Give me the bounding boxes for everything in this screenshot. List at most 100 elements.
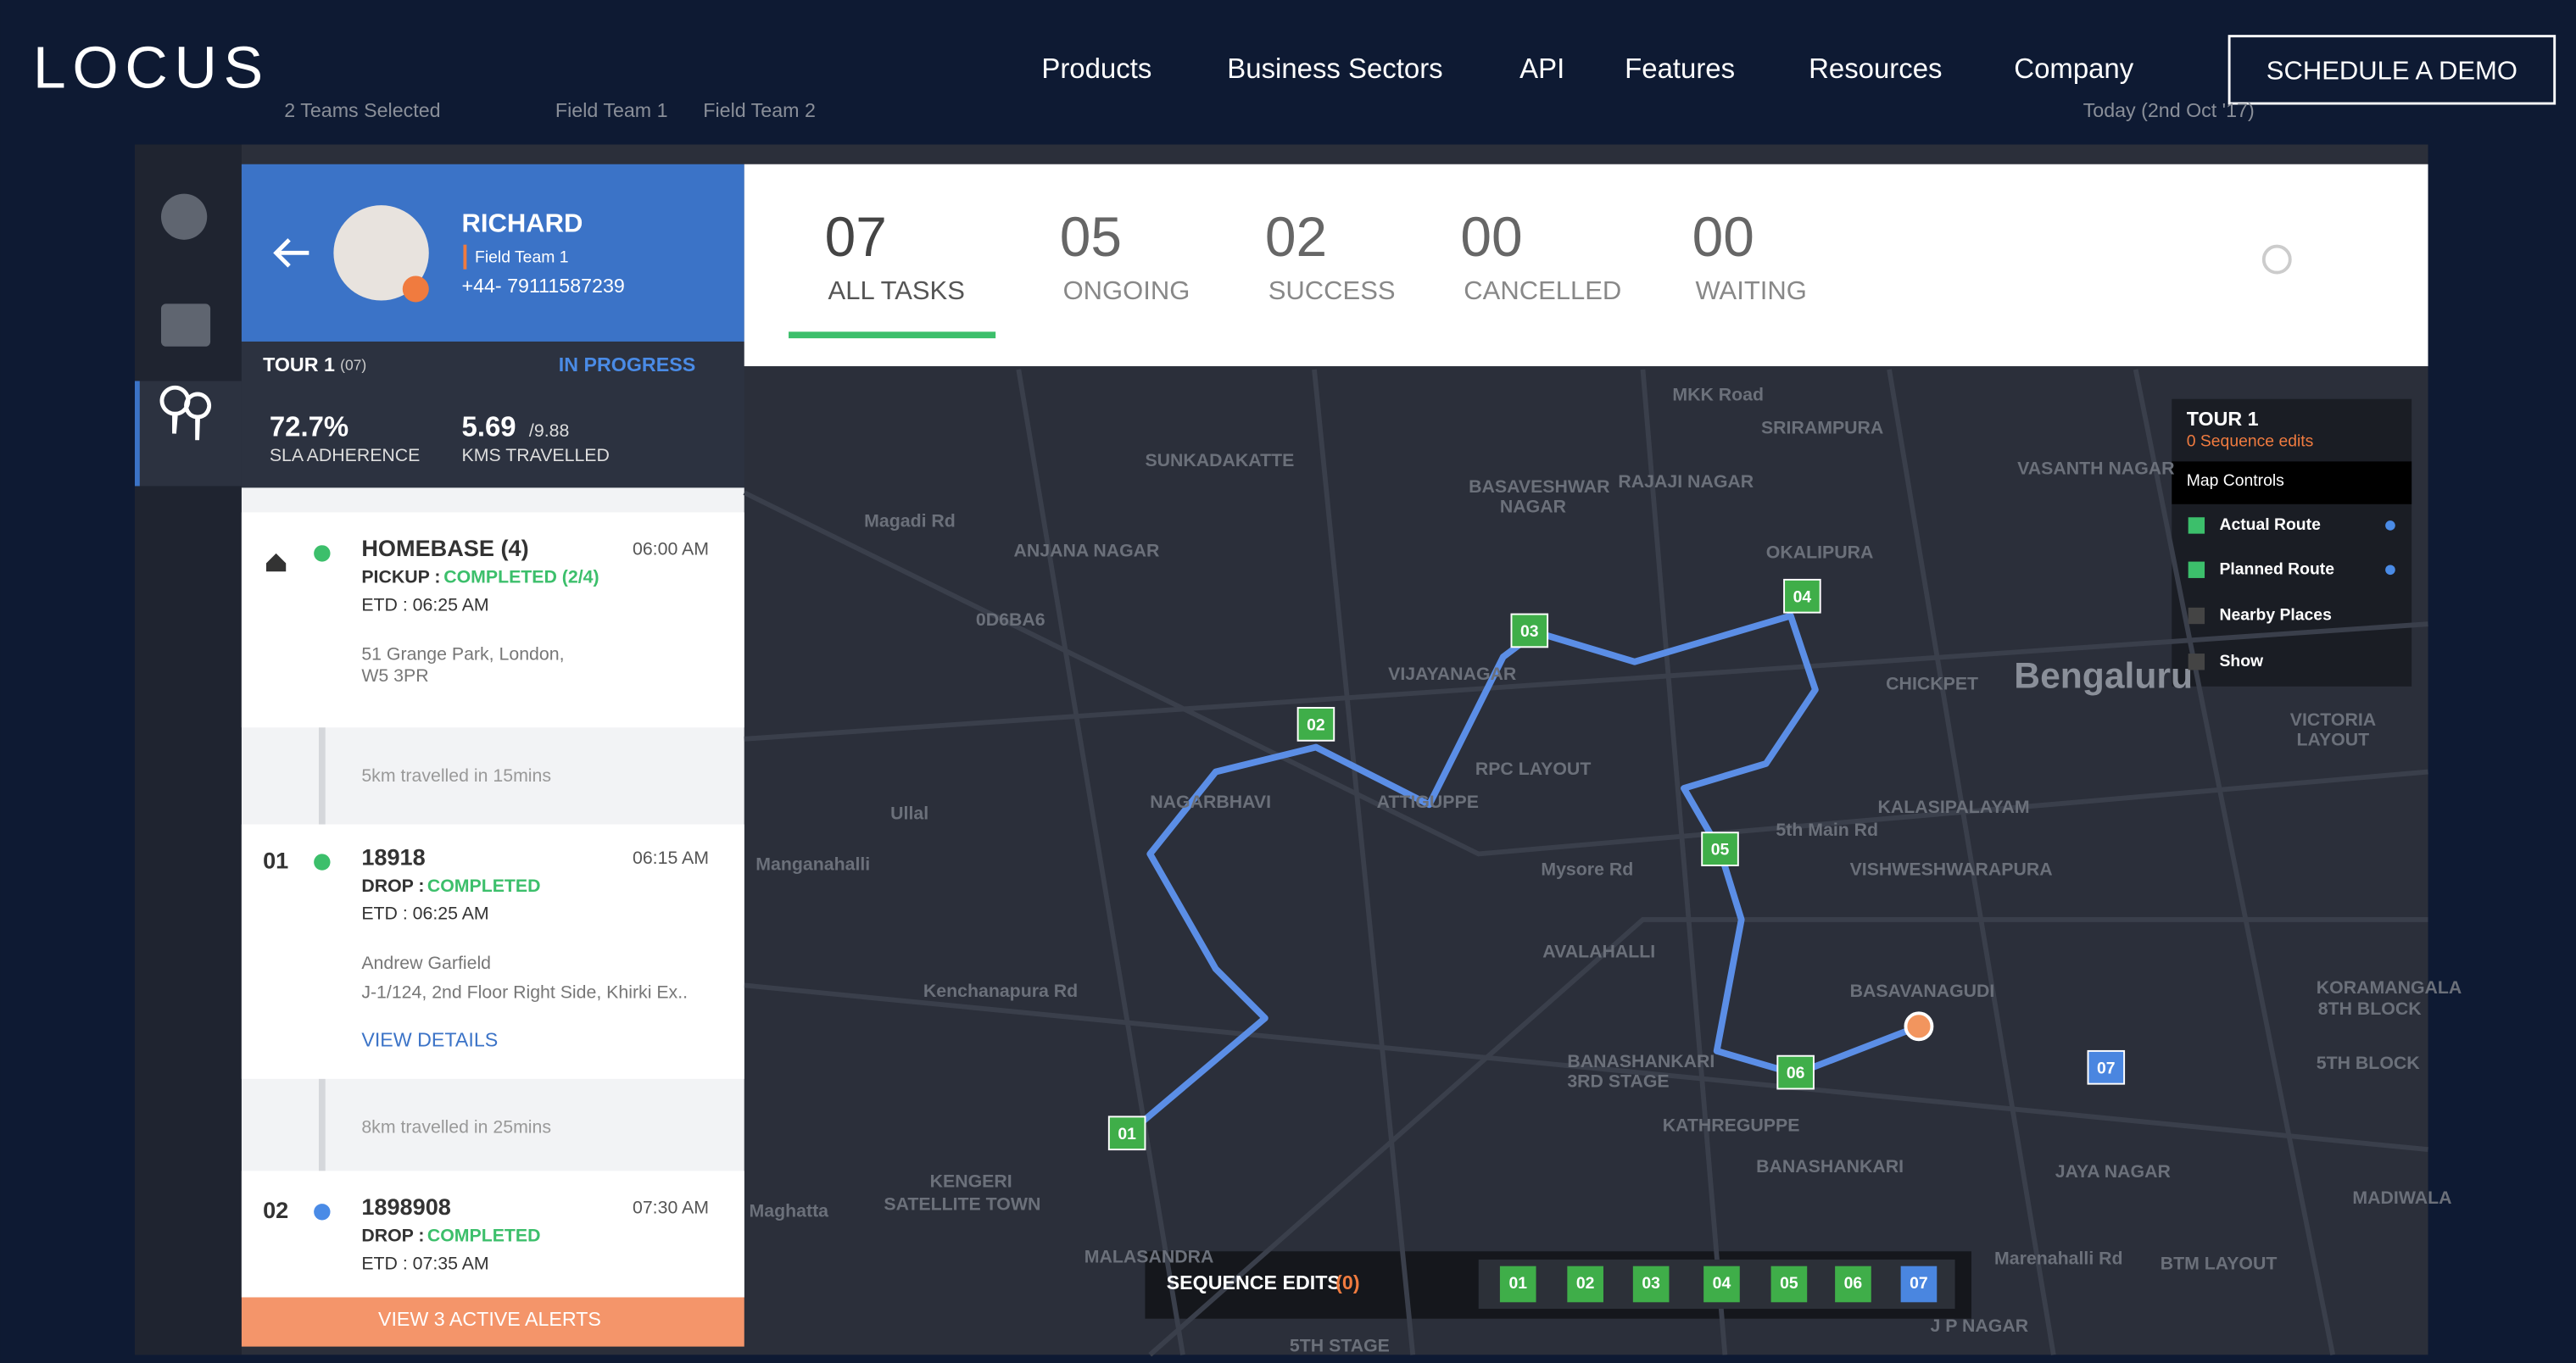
agent-team: Field Team 1 xyxy=(475,248,568,266)
stat-label[interactable]: ALL TASKS xyxy=(828,275,965,305)
stat-value[interactable]: 00 xyxy=(1692,205,1754,268)
sequence-chip-label[interactable]: 07 xyxy=(1910,1274,1928,1293)
sequence-chip[interactable] xyxy=(1567,1266,1603,1303)
stop-title: 18918 xyxy=(361,843,425,870)
map-label: MADIWALA xyxy=(2352,1188,2451,1208)
sequence-chip-label[interactable]: 05 xyxy=(1780,1274,1798,1293)
stat-value[interactable]: 00 xyxy=(1460,205,1522,268)
map-label: J P NAGAR xyxy=(1931,1316,2029,1336)
map-marker-label[interactable]: 02 xyxy=(1307,715,1325,734)
map-road xyxy=(2133,369,2336,1355)
team-select[interactable]: 2 Teams Selected xyxy=(284,99,440,121)
map-label: AVALAHALLI xyxy=(1542,941,1655,961)
alerts-label[interactable]: VIEW 3 ACTIVE ALERTS xyxy=(378,1308,601,1330)
stat-value[interactable]: 05 xyxy=(1060,205,1122,268)
map-marker-label[interactable]: 01 xyxy=(1118,1125,1136,1143)
map-road xyxy=(1312,369,1416,1355)
map-label: Maghatta xyxy=(750,1200,829,1221)
map-controls-bar[interactable] xyxy=(2172,461,2412,504)
map-marker[interactable] xyxy=(2087,1049,2126,1085)
sequence-chip[interactable] xyxy=(1703,1266,1740,1303)
sequence-chip-label[interactable]: 01 xyxy=(1508,1274,1527,1293)
map-marker-label[interactable]: 04 xyxy=(1793,587,1812,606)
map-road xyxy=(1640,369,1728,1355)
route-line xyxy=(1124,612,1921,1138)
map-marker[interactable] xyxy=(1776,1054,1815,1090)
sequence-chip[interactable] xyxy=(1499,1266,1536,1303)
stat-label[interactable]: ONGOING xyxy=(1063,275,1190,305)
stop-type: DROP : xyxy=(361,876,424,896)
icon-calendar[interactable] xyxy=(160,303,211,347)
icon-analytics[interactable] xyxy=(160,193,208,240)
route-dot xyxy=(2385,565,2395,576)
map-marker[interactable] xyxy=(1701,832,1739,866)
map-label: VISHWESHWARAPURA xyxy=(1850,859,2053,879)
view-details[interactable]: VIEW DETAILS xyxy=(361,1028,498,1050)
nav-item[interactable]: Resources xyxy=(1809,53,1942,84)
map-marker[interactable] xyxy=(1783,578,1821,614)
panel-option[interactable]: Actual Route xyxy=(2219,515,2321,534)
stop-index: 01 xyxy=(263,847,288,873)
alerts-bar[interactable] xyxy=(241,1297,744,1347)
panel-option[interactable]: Show xyxy=(2219,652,2264,670)
stop-status: COMPLETED xyxy=(427,876,541,896)
back-arrow[interactable] xyxy=(273,238,309,268)
cta-button[interactable] xyxy=(2228,35,2556,105)
map-marker-label[interactable]: 07 xyxy=(2097,1059,2116,1077)
map-marker-label[interactable]: 06 xyxy=(1787,1064,1805,1082)
stat-value[interactable]: 07 xyxy=(825,205,887,268)
checkbox[interactable] xyxy=(2188,654,2205,670)
stat-label[interactable]: SUCCESS xyxy=(1268,275,1396,305)
panel-option[interactable]: Nearby Places xyxy=(2219,606,2331,625)
checkbox[interactable] xyxy=(2188,561,2205,578)
map-label: Bengaluru xyxy=(2014,655,2193,696)
nav-item[interactable]: Features xyxy=(1625,53,1735,84)
search-icon[interactable] xyxy=(2261,244,2292,275)
stat-label[interactable]: WAITING xyxy=(1695,275,1806,305)
sequence-chip-label[interactable]: 02 xyxy=(1576,1274,1595,1293)
checkbox[interactable] xyxy=(2188,517,2205,534)
tour-status[interactable]: IN PROGRESS xyxy=(559,353,695,376)
map-road xyxy=(1148,917,2428,1357)
tour-count: (07) xyxy=(340,357,366,374)
team-tag[interactable]: Field Team 1 xyxy=(555,99,668,121)
team-tag[interactable]: Field Team 2 xyxy=(703,99,816,121)
stop-card xyxy=(241,1171,744,1298)
map-label: Mysore Rd xyxy=(1541,859,1633,879)
avatar-badge xyxy=(402,275,429,303)
logo: LOCUS xyxy=(33,35,270,101)
sequence-chip-label[interactable]: 03 xyxy=(1642,1274,1660,1293)
cta-label[interactable]: SCHEDULE A DEMO xyxy=(2267,55,2517,85)
stat-label[interactable]: CANCELLED xyxy=(1464,275,1621,305)
travel-note: 5km travelled in 15mins xyxy=(361,765,551,786)
sla-value: 72.7% xyxy=(270,410,348,442)
map-marker[interactable] xyxy=(1510,613,1549,648)
sequence-chip[interactable] xyxy=(1900,1266,1938,1303)
sequence-chip[interactable] xyxy=(1632,1266,1670,1303)
date-select[interactable]: Today (2nd Oct '17) xyxy=(2083,99,2255,121)
map-label: BANASHANKARI xyxy=(1756,1156,1904,1177)
map-marker[interactable] xyxy=(1107,1115,1146,1151)
panel-controls[interactable]: Map Controls xyxy=(2187,471,2284,490)
kms-label: KMS TRAVELLED xyxy=(462,445,610,465)
nav-item[interactable]: Products xyxy=(1041,53,1151,84)
sequence-chip-label[interactable]: 04 xyxy=(1713,1274,1731,1293)
sequence-chip[interactable] xyxy=(1770,1266,1808,1303)
nav-item[interactable]: Business Sectors xyxy=(1227,53,1442,84)
map-label: BASAVESHWAR xyxy=(1469,476,1609,497)
stop-address: 51 Grange Park, London, xyxy=(361,644,564,665)
map-marker[interactable] xyxy=(1296,707,1335,742)
sequence-title: SEQUENCE EDITS xyxy=(1167,1271,1341,1293)
sequence-chip[interactable] xyxy=(1835,1266,1871,1303)
map-label: JAYA NAGAR xyxy=(2055,1161,2171,1182)
panel-option[interactable]: Planned Route xyxy=(2219,559,2334,578)
nav-item[interactable]: API xyxy=(1519,53,1564,84)
checkbox[interactable] xyxy=(2188,607,2205,625)
map-marker-label[interactable]: 05 xyxy=(1711,841,1730,860)
nav-item[interactable]: Company xyxy=(2014,53,2133,84)
sequence-chip-label[interactable]: 06 xyxy=(1844,1274,1863,1293)
map-marker-label[interactable]: 03 xyxy=(1520,622,1539,641)
stat-value[interactable]: 02 xyxy=(1265,205,1327,268)
